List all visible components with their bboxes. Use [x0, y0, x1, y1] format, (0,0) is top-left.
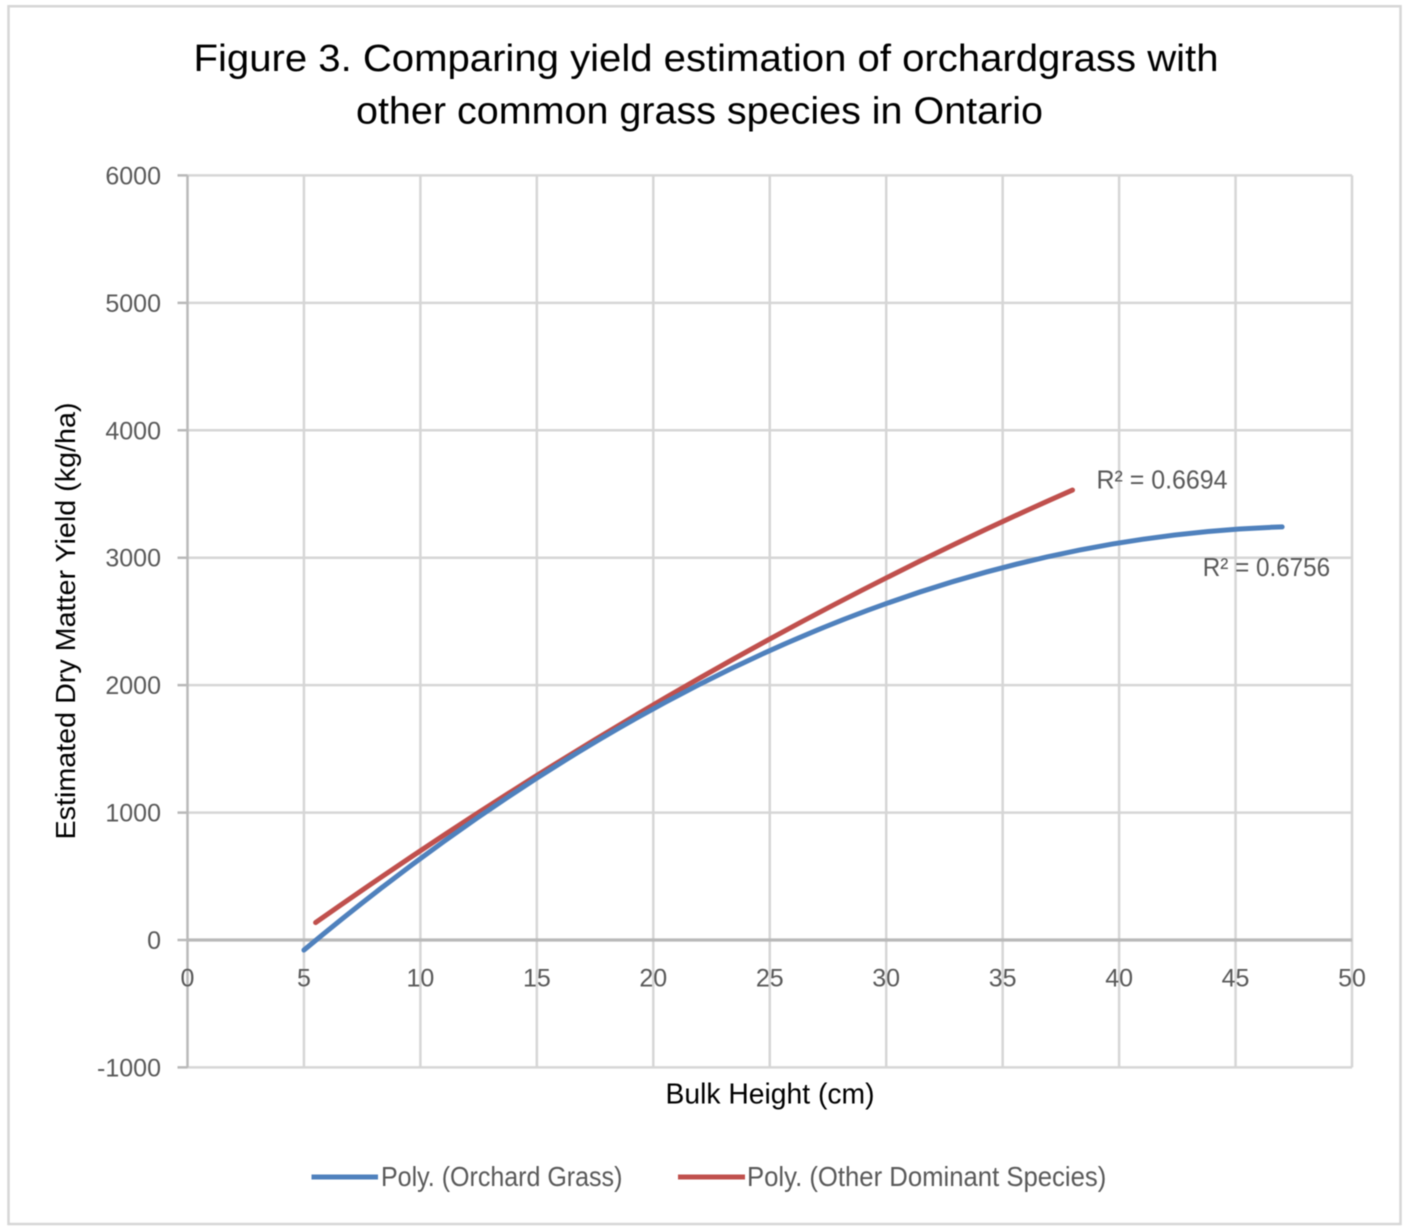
svg-text:Estimated Dry Matter Yield (kg: Estimated Dry Matter Yield (kg/ha)	[50, 403, 81, 840]
svg-text:45: 45	[1222, 965, 1250, 993]
svg-text:10: 10	[406, 965, 434, 993]
svg-text:0: 0	[147, 927, 161, 955]
svg-text:4000: 4000	[105, 417, 161, 445]
svg-text:5000: 5000	[105, 290, 161, 318]
svg-text:R² = 0.6694: R² = 0.6694	[1097, 465, 1228, 495]
svg-text:Bulk Height (cm): Bulk Height (cm)	[666, 1079, 875, 1111]
svg-text:other common grass species in: other common grass species in Ontario	[356, 91, 1043, 133]
svg-text:5: 5	[297, 965, 311, 993]
svg-text:2000: 2000	[105, 672, 161, 700]
svg-text:50: 50	[1338, 965, 1366, 993]
svg-text:35: 35	[989, 965, 1017, 993]
svg-text:0: 0	[181, 965, 195, 993]
svg-text:1000: 1000	[105, 800, 161, 828]
svg-text:30: 30	[872, 965, 900, 993]
svg-text:-1000: -1000	[97, 1054, 161, 1082]
svg-text:25: 25	[756, 965, 784, 993]
svg-text:3000: 3000	[105, 545, 161, 573]
svg-text:Figure 3. Comparing yield esti: Figure 3. Comparing yield estimation of …	[194, 38, 1219, 80]
svg-text:Poly. (Orchard Grass): Poly. (Orchard Grass)	[381, 1161, 622, 1192]
svg-text:15: 15	[523, 965, 551, 993]
svg-text:20: 20	[639, 965, 667, 993]
svg-text:Poly. (Other Dominant Species): Poly. (Other Dominant Species)	[747, 1161, 1106, 1192]
svg-text:6000: 6000	[105, 162, 161, 190]
svg-text:R² = 0.6756: R² = 0.6756	[1203, 552, 1330, 582]
svg-text:40: 40	[1105, 965, 1133, 993]
